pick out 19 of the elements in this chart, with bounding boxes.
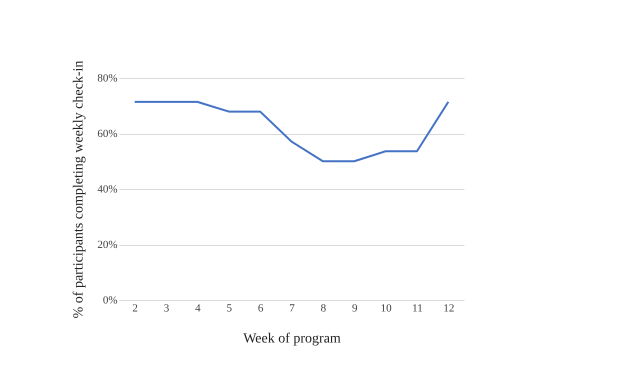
x-tick-label: 8: [320, 302, 327, 314]
x-tick-label: 10: [380, 302, 392, 314]
x-axis-title: Week of program: [243, 332, 341, 346]
y-tick-label: 60%: [97, 128, 118, 140]
x-tick-label: 7: [289, 302, 296, 314]
x-tick-label: 12: [443, 302, 454, 314]
y-tick-label: 40%: [97, 184, 118, 196]
y-tick-label: 0%: [102, 294, 118, 306]
x-tick-label: 4: [195, 302, 202, 314]
line-series: [134, 100, 450, 162]
x-tick-label: 9: [352, 302, 358, 314]
y-tick-label: 80%: [97, 72, 118, 84]
x-tick-label: 6: [258, 302, 264, 314]
y-tick-label: 20%: [97, 239, 118, 251]
x-tick-label: 11: [412, 302, 423, 314]
x-tick-label: 5: [226, 302, 233, 314]
x-tick-label: 2: [132, 302, 138, 314]
y-axis-title: % of participants completing weekly check-in: [71, 60, 86, 318]
x-tick-label: 3: [164, 302, 170, 314]
